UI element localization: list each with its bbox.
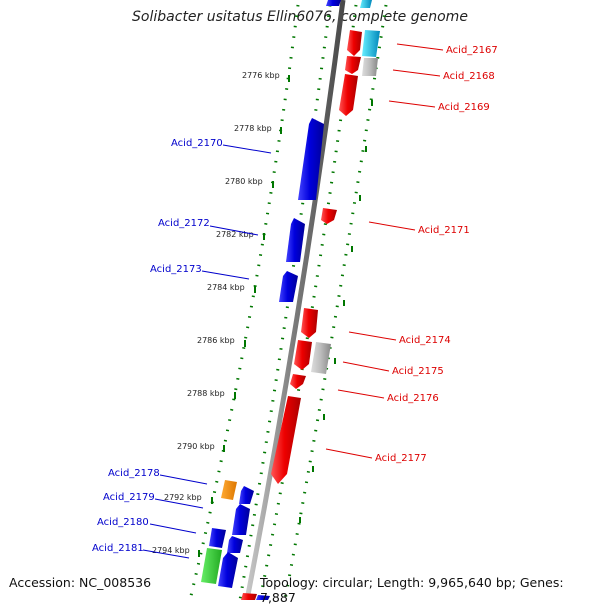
gene-reverse-bottom[interactable]: [256, 595, 270, 600]
kbp-label: 2794 kbp: [152, 546, 190, 555]
gene-label[interactable]: Acid_2178: [108, 468, 160, 479]
gene-labels-right: Acid_2167 Acid_2168 Acid_2169 Acid_2171 …: [375, 45, 498, 464]
gene-label[interactable]: Acid_2175: [392, 366, 444, 377]
gene-label[interactable]: Acid_2172: [158, 218, 210, 229]
gene-label[interactable]: Acid_2169: [438, 102, 490, 113]
gene-labels-left: Acid_2170 Acid_2172 Acid_2173 Acid_2178 …: [92, 138, 223, 554]
reverse-genes: [201, 0, 341, 600]
gene-acid-2178[interactable]: [221, 480, 237, 500]
gene-acid-2172[interactable]: [286, 218, 305, 262]
gene-acid-2176[interactable]: [290, 374, 306, 389]
gene-label[interactable]: Acid_2171: [418, 225, 470, 236]
leader-lines-left: [142, 144, 272, 559]
gene-acid-2169[interactable]: [339, 74, 358, 116]
gene-acid-2168[interactable]: [345, 56, 361, 74]
gene-label[interactable]: Acid_2173: [150, 264, 202, 275]
kbp-label: 2782 kbp: [216, 230, 254, 239]
kbp-label: 2790 kbp: [177, 442, 215, 451]
gene-label[interactable]: Acid_2167: [446, 45, 498, 56]
kbp-tick-marks: [198, 75, 373, 557]
gene-reverse[interactable]: [326, 0, 341, 6]
kbp-label: 2778 kbp: [234, 124, 272, 133]
outer-track-left: [188, 4, 300, 600]
gene-acid-2175[interactable]: [294, 340, 312, 370]
inner-track-left: [238, 4, 332, 600]
gene-acid-2174[interactable]: [301, 308, 318, 338]
gene-acid-2171[interactable]: [321, 208, 337, 224]
kbp-label: 2788 kbp: [187, 389, 225, 398]
gene-acid-2181-c[interactable]: [218, 552, 238, 588]
gene-acid-2180[interactable]: [232, 504, 250, 535]
gene-label[interactable]: Acid_2170: [171, 138, 223, 149]
kbp-label: 2784 kbp: [207, 283, 245, 292]
map-title: Solibacter usitatus Ellin6076, complete …: [132, 9, 468, 25]
gene-acid-2167[interactable]: [347, 30, 362, 56]
gene-label[interactable]: Acid_2181: [92, 543, 144, 554]
kbp-label: 2792 kbp: [164, 493, 202, 502]
gene-label[interactable]: Acid_2180: [97, 517, 149, 528]
gene-label[interactable]: Acid_2174: [399, 335, 451, 346]
genome-backbone: [244, 0, 346, 600]
gene-acid-2167-b[interactable]: [362, 30, 380, 57]
gene-label[interactable]: Acid_2168: [443, 71, 495, 82]
topology-text: Topology: circular; Length: 9,965,640 bp…: [260, 575, 564, 605]
gene-forward-top[interactable]: [360, 0, 372, 8]
forward-genes: [241, 0, 380, 600]
outer-track-right: [283, 4, 388, 600]
gene-forward-bottom[interactable]: [241, 593, 257, 600]
kbp-labels: 2776 kbp 2778 kbp 2780 kbp 2782 kbp 2784…: [152, 71, 280, 555]
gene-acid-2181-a[interactable]: [227, 536, 243, 553]
kbp-label: 2780 kbp: [225, 177, 263, 186]
leader-lines-right: [325, 43, 444, 459]
gene-acid-2180-b[interactable]: [209, 528, 226, 548]
gene-label[interactable]: Acid_2177: [375, 453, 427, 464]
kbp-label: 2776 kbp: [242, 71, 280, 80]
gene-label[interactable]: Acid_2176: [387, 393, 439, 404]
inner-track-right: [258, 4, 358, 600]
gene-acid-2179[interactable]: [239, 486, 254, 504]
kbp-label: 2786 kbp: [197, 336, 235, 345]
gene-acid-2175-b[interactable]: [311, 342, 331, 374]
gene-acid-2181[interactable]: [201, 548, 222, 584]
gene-acid-2173[interactable]: [279, 271, 298, 302]
accession-text: Accession: NC_008536: [9, 575, 152, 590]
gene-acid-2177[interactable]: [271, 396, 301, 484]
gene-label[interactable]: Acid_2179: [103, 492, 155, 503]
gene-acid-2170[interactable]: [298, 118, 324, 200]
gene-acid-2168-b[interactable]: [362, 58, 378, 76]
